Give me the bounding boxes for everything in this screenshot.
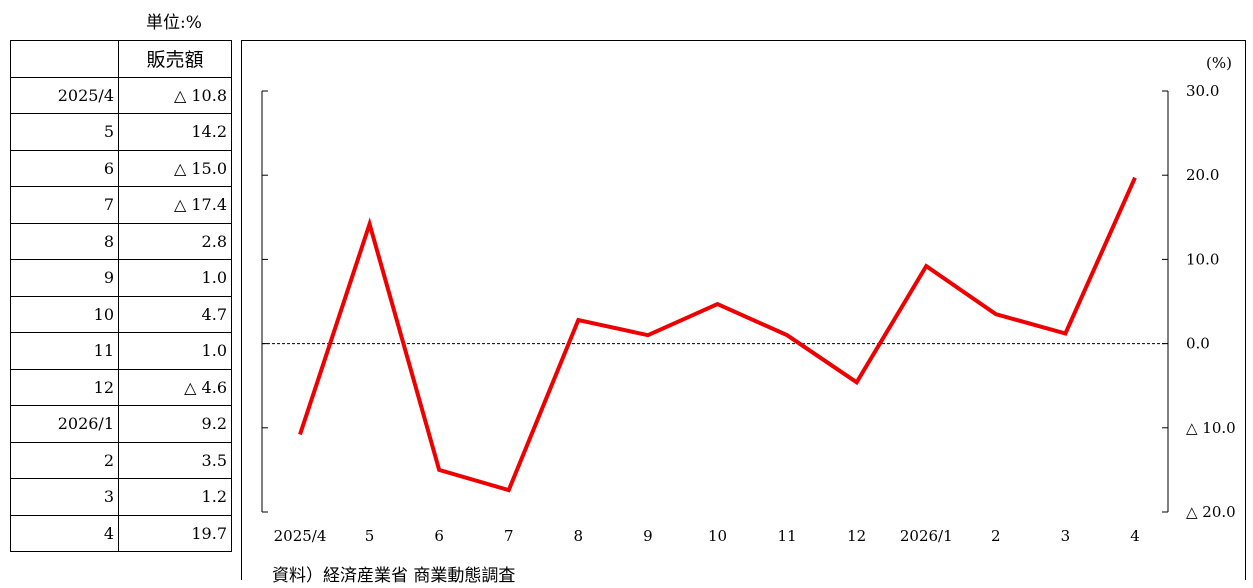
table-cell-value: △ 10.8 bbox=[118, 76, 232, 114]
table-header-sales: 販売額 bbox=[118, 40, 232, 78]
y-tick-label: 20.0 bbox=[1186, 166, 1219, 184]
x-tick-label: 5 bbox=[365, 527, 375, 545]
x-tick-label: 9 bbox=[643, 527, 653, 545]
y-tick-label: 10.0 bbox=[1186, 250, 1219, 268]
y-axis-unit: (%) bbox=[1206, 54, 1232, 72]
x-tick-label: 2025/4 bbox=[274, 527, 327, 545]
table-row: 4 19.7 bbox=[10, 514, 232, 552]
table-header-row: 販売額 bbox=[10, 40, 232, 78]
y-tick-label: △ 20.0 bbox=[1186, 503, 1236, 521]
table-cell-month: 6 bbox=[10, 149, 119, 187]
table-row: 2026/1 9.2 bbox=[10, 405, 232, 443]
table-cell-value: 14.2 bbox=[118, 113, 232, 151]
x-tick-label: 2026/1 bbox=[900, 527, 953, 545]
table-cell-month: 3 bbox=[10, 478, 119, 516]
table-cell-month: 8 bbox=[10, 222, 119, 260]
table-row: 6 △ 15.0 bbox=[10, 149, 232, 187]
table-cell-month: 9 bbox=[10, 259, 119, 297]
table-cell-value: △ 15.0 bbox=[118, 149, 232, 187]
table-cell-month: 11 bbox=[10, 332, 119, 370]
y-tick-label: 0.0 bbox=[1186, 335, 1210, 353]
table-row: 3 1.2 bbox=[10, 478, 232, 516]
table-cell-value: 9.2 bbox=[118, 405, 232, 443]
x-tick-label: 8 bbox=[574, 527, 584, 545]
table-row: 7 △ 17.4 bbox=[10, 186, 232, 224]
table-cell-value: 19.7 bbox=[118, 514, 232, 552]
x-tick-label: 3 bbox=[1061, 527, 1071, 545]
x-tick-label: 11 bbox=[778, 527, 797, 545]
table-cell-month: 10 bbox=[10, 295, 119, 333]
x-tick-label: 2 bbox=[991, 527, 1001, 545]
table-row: 11 1.0 bbox=[10, 332, 232, 370]
table-row: 2 3.5 bbox=[10, 441, 232, 479]
table-row: 12 △ 4.6 bbox=[10, 368, 232, 406]
x-tick-label: 12 bbox=[847, 527, 866, 545]
y-tick-label: △ 10.0 bbox=[1186, 419, 1236, 437]
source-note: 資料）経済産業省 商業動態調査 bbox=[272, 566, 516, 586]
y-tick-label: 30.0 bbox=[1186, 82, 1219, 100]
table-cell-month: 2026/1 bbox=[10, 405, 119, 443]
table-row: 5 14.2 bbox=[10, 113, 232, 151]
table-row: 2025/4 △ 10.8 bbox=[10, 76, 232, 114]
chart-frame bbox=[241, 40, 1246, 580]
table-cell-value: 1.2 bbox=[118, 478, 232, 516]
table-header-blank bbox=[10, 40, 119, 78]
table-cell-month: 2 bbox=[10, 441, 119, 479]
unit-label: 単位:% bbox=[146, 13, 202, 33]
x-tick-label: 4 bbox=[1130, 527, 1140, 545]
x-tick-label: 7 bbox=[504, 527, 514, 545]
table-row: 8 2.8 bbox=[10, 222, 232, 260]
data-table: 販売額 2025/4 △ 10.8 5 14.2 6 △ 15.0 7 △ 17.4 8 2.8 9… bbox=[10, 40, 232, 552]
x-tick-label: 10 bbox=[708, 527, 727, 545]
table-cell-value: △ 17.4 bbox=[118, 186, 232, 224]
sales-series-line bbox=[298, 176, 1137, 493]
table-cell-value: 3.5 bbox=[118, 441, 232, 479]
table-row: 9 1.0 bbox=[10, 259, 232, 297]
table-cell-value: 2.8 bbox=[118, 222, 232, 260]
x-tick-label: 6 bbox=[434, 527, 444, 545]
